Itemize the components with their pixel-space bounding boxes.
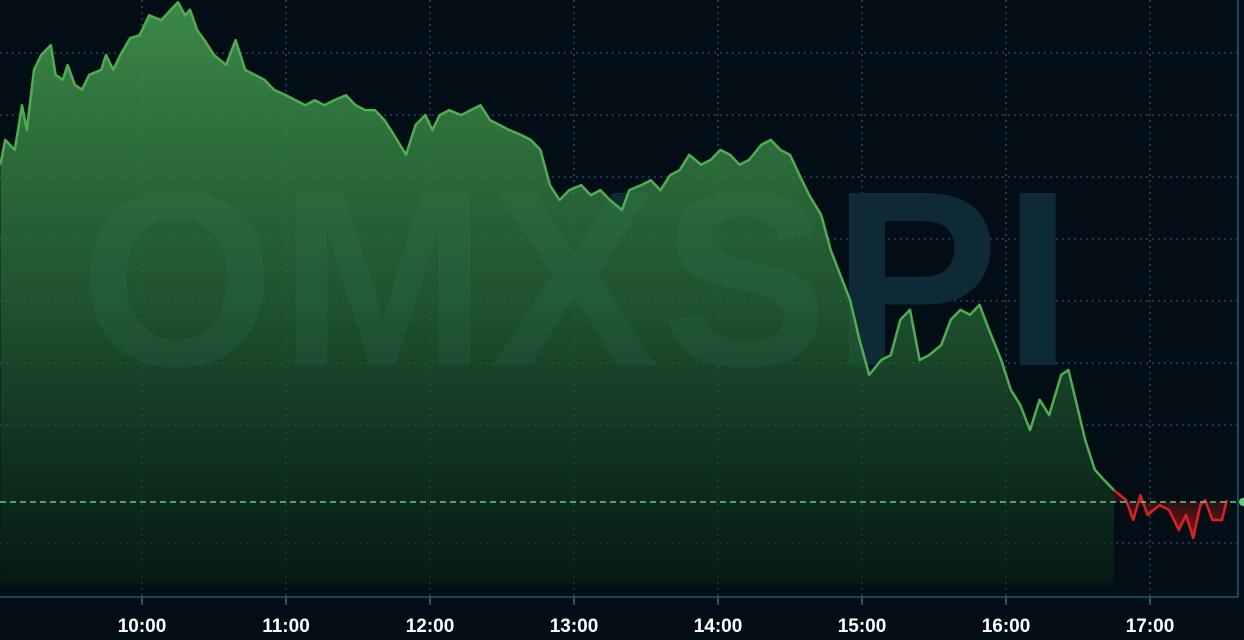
x-tick-label: 17:00 (1126, 616, 1175, 637)
x-tick-label: 13:00 (550, 616, 599, 637)
x-tick-label: 16:00 (982, 616, 1031, 637)
x-axis: 10:00 11:00 12:00 13:00 14:00 15:00 16:00 17:00 (118, 597, 1175, 637)
x-tick-label: 14:00 (694, 616, 743, 637)
down-line (1113, 489, 1229, 540)
x-tick-label: 12:00 (406, 616, 455, 637)
areas (0, 2, 1227, 597)
up-line (0, 1, 1115, 492)
reference-marker (1239, 498, 1244, 506)
series-lines (0, 1, 1229, 540)
x-tick-label: 10:00 (118, 616, 167, 637)
x-tick-label: 11:00 (262, 616, 310, 637)
x-tick-label: 15:00 (838, 616, 887, 637)
down-area (1114, 490, 1227, 538)
up-area (0, 2, 1114, 597)
